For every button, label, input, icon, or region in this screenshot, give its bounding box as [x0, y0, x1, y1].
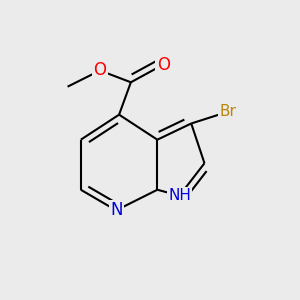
Text: NH: NH — [168, 188, 191, 203]
Text: N: N — [110, 201, 122, 219]
Text: O: O — [93, 61, 106, 80]
Text: Br: Br — [220, 104, 236, 119]
Text: O: O — [157, 56, 170, 74]
